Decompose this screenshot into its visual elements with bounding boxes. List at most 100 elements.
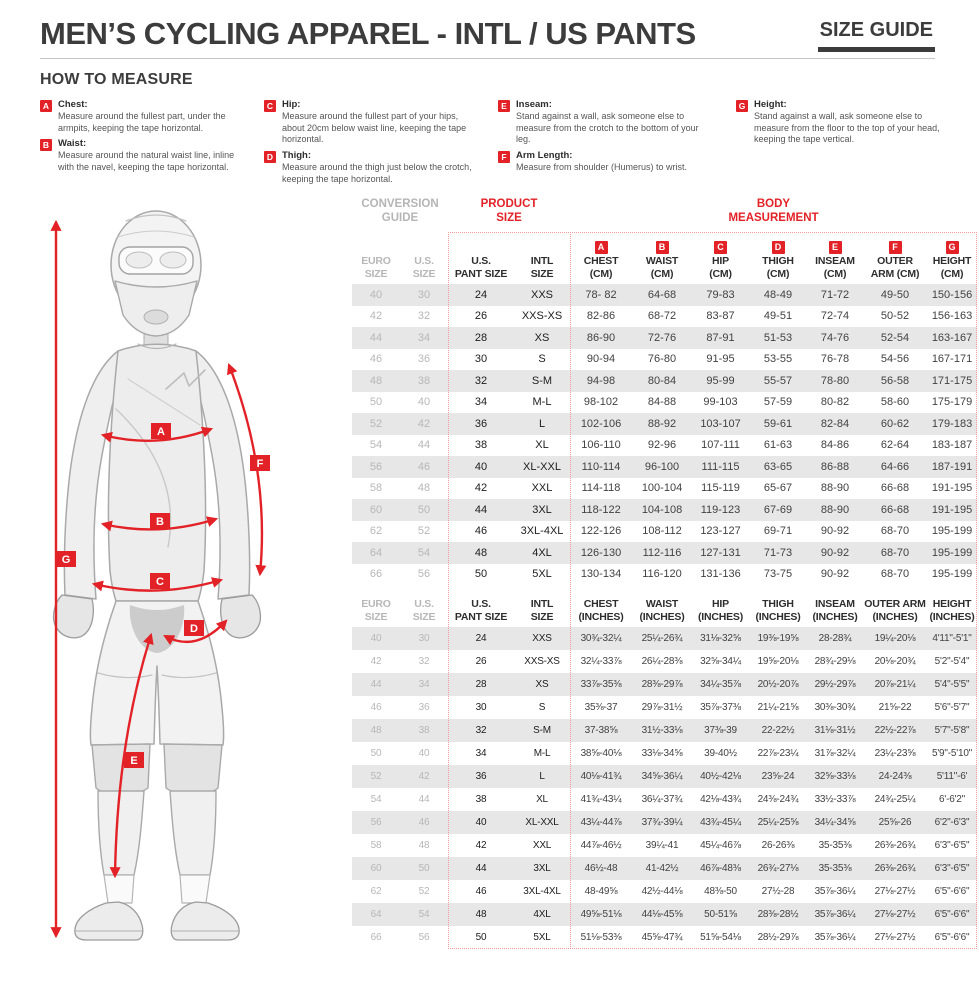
col-thigh: D THIGH (CM)	[762, 240, 794, 280]
cell-euro-size: 44	[369, 331, 383, 344]
cell-thigh: 24⅜-24¾	[757, 794, 799, 805]
measure-label: Arm Length:	[516, 149, 573, 161]
cell-us-pant-size: 42	[474, 482, 488, 495]
size-row: 48 38 32 S-M 94-98 80-84 95-99 55-57 78-80 56-58 1…	[352, 370, 977, 392]
cell-hip: 37⅜-39	[704, 725, 737, 736]
col-us-size: U.S. SIZE	[412, 255, 436, 280]
cell-height: 167-171	[931, 353, 973, 366]
cell-height: 6'3"-6'5"	[934, 840, 970, 851]
cell-intl-size: 4XL	[532, 546, 552, 559]
cell-inseam: 32⅝-33⅛	[814, 771, 856, 782]
cell-inseam: 35⅞-36¼	[814, 886, 856, 897]
cell-outer-arm: 20⅛-20¾	[874, 656, 916, 667]
cell-height: 183-187	[931, 439, 973, 452]
cell-outer-arm: 23¼-23⅝	[874, 748, 916, 759]
cell-hip: 123-127	[700, 525, 741, 538]
cell-hip: 79-83	[706, 288, 735, 301]
size-row: 66 56 50 5XL 130-134 116-120 131-136 73-75 90-92…	[352, 564, 977, 586]
cell-inseam: 34¼-34⅝	[814, 817, 856, 828]
cell-us-size: 34	[417, 331, 431, 344]
marker-chip-a: A	[40, 100, 52, 112]
cell-inseam: 28¾-29⅛	[814, 656, 856, 667]
cell-euro-size: 52	[369, 417, 383, 430]
chin-guard	[114, 280, 198, 337]
cell-thigh: 61-63	[763, 439, 793, 452]
cell-inseam: 31⅞-32¼	[814, 748, 856, 759]
cell-waist: 34⅝-36¼	[641, 771, 683, 782]
marker-chip-g: G	[736, 100, 748, 112]
cell-chest: 30¾-32¼	[580, 633, 622, 644]
cell-euro-size: 64	[369, 546, 383, 559]
dotted-line-bottom	[448, 948, 977, 949]
cell-hip: 32⅝-34¼	[700, 656, 741, 667]
cell-height: 4'11"-5'1"	[932, 633, 972, 644]
cell-euro-size: 66	[370, 932, 382, 943]
cell-thigh: 51-53	[763, 331, 793, 344]
cell-outer-arm: 26⅜-26¾	[874, 863, 916, 874]
cell-inseam: 88-90	[820, 503, 850, 516]
cell-intl-size: XXL	[532, 840, 552, 851]
measure-arrow-hip	[91, 577, 224, 592]
helmet	[110, 210, 202, 337]
cell-height: 195-199	[931, 546, 973, 559]
page-title: MEN’S CYCLING APPAREL - INTL / US PANTS	[40, 16, 696, 51]
cell-outer-arm: 50-52	[880, 310, 910, 323]
cell-us-pant-size: 24	[475, 633, 487, 644]
measure-label: Waist:	[58, 138, 87, 150]
cell-hip: 34¼-35⅞	[700, 679, 741, 690]
cell-inseam: 29½-29⅞	[814, 679, 856, 690]
cell-outer-arm: 49-50	[880, 288, 910, 301]
size-row: 66 56 50 5XL 51⅛-53⅜ 45⅝-47¾ 51⅝-54⅛ 28½-29⅞ 35⅞…	[352, 926, 977, 949]
cell-chest: 94-98	[586, 374, 616, 387]
cell-outer-arm: 26⅜-26¾	[874, 840, 916, 851]
cell-us-size: 32	[417, 310, 431, 323]
cell-hip: 40½-42⅛	[700, 771, 741, 782]
measure-label: Inseam:	[516, 99, 552, 110]
cell-height: 5'11"-6'	[936, 771, 968, 782]
cell-outer-arm: 54-56	[880, 353, 910, 366]
cell-thigh: 55-57	[763, 374, 793, 387]
cell-waist: 37¾-39¼	[641, 817, 683, 828]
cell-us-pant-size: 36	[475, 771, 487, 782]
cell-us-size: 40	[417, 396, 431, 409]
size-tables-panel: CONVERSION GUIDE PRODUCT SIZE BODY MEASU…	[352, 198, 977, 949]
size-table-cm: EURO SIZE U.S. SIZE U.S. PANT SIZE INTL SIZE A CH…	[352, 232, 977, 585]
svg-text:G: G	[62, 554, 71, 566]
cell-chest: 122-126	[580, 525, 622, 538]
right-shoe	[170, 901, 240, 941]
svg-text:A: A	[157, 426, 165, 438]
size-row: 50 40 34 M-L 98-102 84-88 99-103 57-59 80-82 58-6…	[352, 392, 977, 414]
cell-waist: 76-80	[647, 353, 677, 366]
cell-euro-size: 50	[369, 396, 383, 409]
cell-inseam: 31⅛-31½	[814, 725, 856, 736]
col-waist: WAIST (INCHES)	[639, 598, 685, 623]
cell-waist: 44⅛-45⅝	[641, 909, 683, 920]
cell-waist: 31½-33⅛	[641, 725, 683, 736]
cell-outer-arm: 20⅞-21¼	[874, 679, 916, 690]
marker-chip-g: G	[945, 240, 959, 254]
size-table-inches: EURO SIZE U.S. SIZE U.S. PANT SIZE INTL SIZE CHE…	[352, 585, 977, 949]
size-row: 52 42 36 L 40⅛-41¾ 34⅝-36¼ 40½-42⅛ 23⅝-24 32⅝-33…	[352, 765, 977, 788]
cell-us-pant-size: 26	[475, 656, 487, 667]
cell-thigh: 73-75	[763, 568, 793, 581]
cell-intl-size: XS	[535, 679, 549, 690]
col-chest: CHEST (INCHES)	[578, 598, 624, 623]
cell-euro-size: 50	[370, 748, 382, 759]
cell-height: 5'4"-5'5"	[934, 679, 970, 690]
cell-intl-size: L	[539, 771, 545, 782]
size-row: 58 48 42 XXL 44⅞-46½ 39¼-41 45¼-46⅞ 26-26⅜ 35-35…	[352, 834, 977, 857]
cell-us-size: 48	[417, 482, 431, 495]
table-section-headers: CONVERSION GUIDE PRODUCT SIZE BODY MEASU…	[352, 198, 977, 232]
cell-hip: 46⅞-48⅜	[700, 863, 741, 874]
cell-euro-size: 54	[369, 439, 383, 452]
cell-us-pant-size: 34	[474, 396, 488, 409]
measure-item-chest: A Chest: Measure around the fullest part…	[40, 99, 258, 134]
cell-chest: 37-38⅝	[584, 725, 618, 736]
cell-height: 6'3"-6'5"	[934, 863, 970, 874]
cell-thigh: 49-51	[763, 310, 793, 323]
cell-thigh: 23⅝-24	[761, 771, 795, 782]
size-row: 50 40 34 M-L 38⅝-40⅛ 33⅛-34⅝ 39-40½ 22⅞-23¼ 31⅞-…	[352, 742, 977, 765]
cell-hip: 39-40½	[704, 748, 737, 759]
cell-intl-size: 3XL-4XL	[520, 525, 564, 538]
cell-chest: 90-94	[586, 353, 616, 366]
